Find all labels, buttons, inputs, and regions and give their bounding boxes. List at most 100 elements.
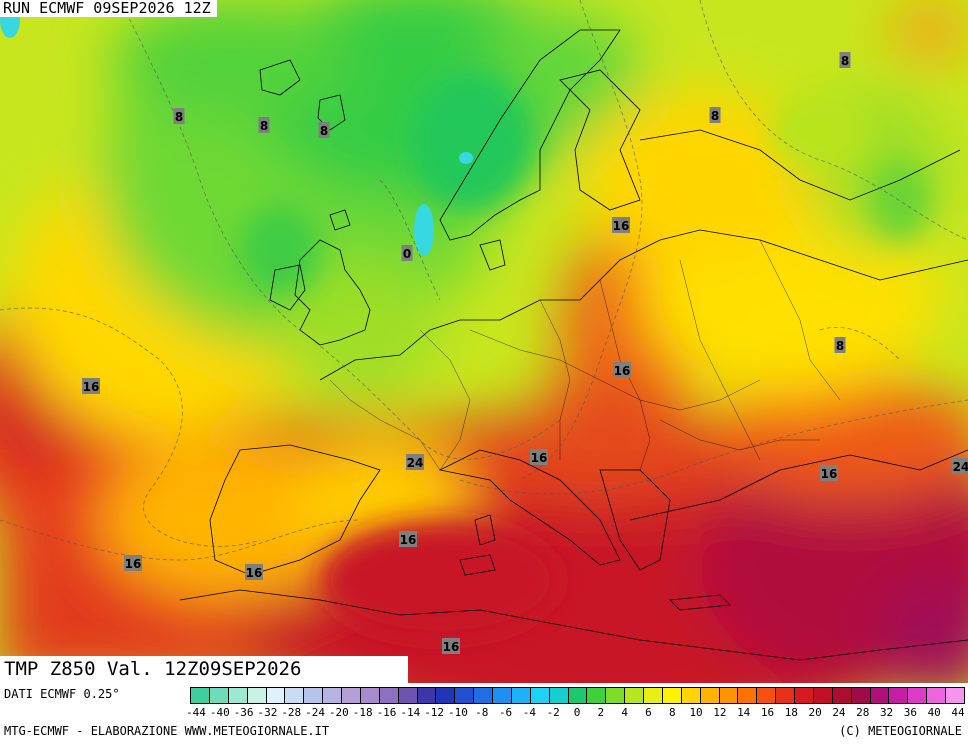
cold-spot-norway — [459, 152, 473, 164]
legend-tick-label: -36 — [233, 706, 254, 719]
legend-swatch — [700, 688, 720, 703]
legend-tick-label: 24 — [832, 706, 846, 719]
legend-swatch — [832, 688, 852, 703]
legend-swatch — [398, 688, 418, 703]
legend-tick-label: -8 — [475, 706, 489, 719]
legend-swatch — [285, 688, 305, 703]
temperature-map: 8 8 8 8 8 0 16 16 8 16 16 16 16 16 16 16 24 24 — [0, 0, 968, 683]
isotherm-labels: 8 8 8 8 8 0 16 16 8 16 16 16 16 16 16 16 24 24 — [82, 52, 968, 654]
legend-swatch — [247, 688, 267, 703]
cold-spot-north-sea — [414, 204, 434, 256]
legend-tick-label: -14 — [400, 706, 421, 719]
legend-tick-label: -12 — [424, 706, 445, 719]
isotherm-label-box — [82, 378, 100, 394]
isotherm-label: 8 — [175, 110, 183, 124]
isotherm-label-box — [258, 117, 270, 133]
isotherm-label: 24 — [953, 460, 968, 474]
legend-tick-label: 14 — [737, 706, 751, 719]
credit-right: (C) METEOGIORNALE — [839, 724, 962, 738]
isotherm-label: 8 — [841, 54, 849, 68]
legend-swatch — [851, 688, 871, 703]
legend-swatch — [738, 688, 758, 703]
legend-swatch — [530, 688, 550, 703]
legend-swatch — [209, 688, 229, 703]
legend-swatch — [587, 688, 607, 703]
legend-swatch — [493, 688, 512, 703]
legend-tick-label: -44 — [186, 706, 206, 719]
legend-swatch — [304, 688, 324, 703]
isotherm-label: 16 — [614, 364, 631, 378]
legend-swatch — [946, 688, 964, 703]
legend-tick-label: 10 — [689, 706, 703, 719]
legend-tick-label: -24 — [305, 706, 325, 719]
legend-swatch — [549, 688, 569, 703]
legend-tick-label: -18 — [352, 706, 373, 719]
isotherm-label: 16 — [531, 451, 548, 465]
isotherm-label-box — [318, 122, 330, 138]
legend-swatch — [681, 688, 701, 703]
isotherm-label-box — [952, 458, 968, 474]
legend-tick-labels: -44 -40 -36 -32 -28 -24 -20 -18 -16 -14 -12 -10 -8 -6… — [186, 706, 965, 720]
legend-tick-label: 28 — [856, 706, 870, 719]
legend-swatch — [662, 688, 682, 703]
legend-tick-label: -2 — [546, 706, 560, 719]
legend-swatch — [625, 688, 644, 703]
legend-tick-label: -20 — [328, 706, 349, 719]
legend-swatch — [342, 688, 361, 703]
legend-swatch — [436, 688, 456, 703]
isotherm-label-box — [442, 638, 460, 654]
legend-tick-label: 0 — [573, 706, 581, 719]
product-title: TMP Z850 Val. 12Z09SEP2026 — [0, 656, 408, 683]
legend-swatch — [455, 688, 475, 703]
legend-swatch — [795, 688, 814, 703]
credit-left: MTG-ECMWF - ELABORAZIONE WWW.METEOGIORNA… — [4, 724, 330, 738]
isotherm-label: 8 — [260, 119, 268, 133]
legend-tick-label: 8 — [668, 706, 676, 719]
isotherm-label-box — [834, 337, 846, 353]
legend-swatch — [360, 688, 380, 703]
legend-swatch — [870, 688, 890, 703]
run-title: RUN ECMWF 09SEP2026 12Z — [0, 0, 217, 17]
isotherm-label: 16 — [400, 533, 417, 547]
isotherm-label: 8 — [836, 339, 844, 353]
legend-tick-label: 16 — [760, 706, 775, 719]
legend-swatch — [474, 688, 493, 703]
legend-tick-label: -32 — [257, 706, 278, 719]
legend-swatch — [927, 688, 946, 703]
isotherm-label: 0 — [403, 247, 411, 261]
isotherm-label: 8 — [711, 109, 719, 123]
legend-swatch — [889, 688, 909, 703]
legend-swatch — [511, 688, 531, 703]
legend-tick-label: 32 — [879, 706, 894, 719]
isotherm-label-box — [401, 245, 413, 261]
legend-tick-label: -10 — [448, 706, 468, 719]
legend-tick-label: -40 — [209, 706, 230, 719]
isotherm-label-box — [530, 449, 548, 465]
legend-swatch — [323, 688, 342, 703]
legend-tick-label: 18 — [784, 706, 798, 719]
legend-swatch — [417, 688, 437, 703]
legend-swatch — [757, 688, 777, 703]
isotherm-label-box — [124, 555, 142, 571]
isotherm-label: 16 — [821, 467, 838, 481]
legend-color-bar — [190, 687, 965, 704]
coastlines — [179, 29, 968, 661]
legend-tick-label: -28 — [281, 706, 302, 719]
legend-swatch — [908, 688, 928, 703]
legend-swatch — [606, 688, 626, 703]
legend-swatch — [813, 688, 833, 703]
isotherm-label: 24 — [407, 456, 424, 470]
isotherm-label: 16 — [443, 640, 460, 654]
legend-swatch — [266, 688, 286, 703]
isotherm-label-box — [613, 362, 631, 378]
legend-tick-label: 12 — [713, 706, 727, 719]
legend-swatch — [379, 688, 399, 703]
legend-swatch — [776, 688, 795, 703]
data-source-label: DATI ECMWF 0.25° — [4, 687, 120, 701]
isotherm-label: 16 — [613, 219, 630, 233]
isotherm-label-box — [612, 217, 630, 233]
isotherm-label-box — [245, 564, 263, 580]
legend-swatch — [228, 688, 248, 703]
isotherm-label-box — [406, 454, 424, 470]
legend-tick-label: 44 — [951, 706, 965, 719]
